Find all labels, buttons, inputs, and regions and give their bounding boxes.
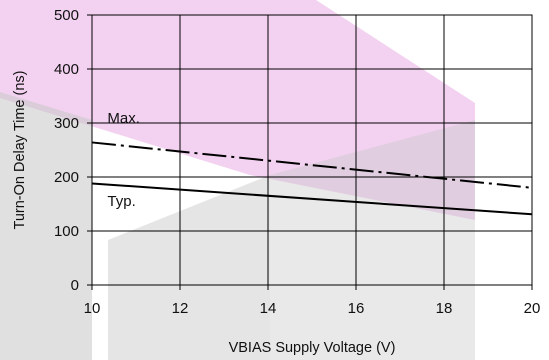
plot-frame — [91, 14, 533, 286]
watermark-gray-band-right — [270, 120, 475, 360]
y-axis-label: Turn-On Delay Time (ns) — [12, 71, 28, 230]
y-tick-label: 200 — [54, 169, 79, 186]
grid — [87, 14, 533, 290]
x-tick-label: 16 — [348, 300, 365, 317]
y-tick-label: 300 — [54, 115, 79, 132]
watermark-gray-band-left — [0, 92, 92, 360]
x-tick-label: 18 — [436, 300, 453, 317]
y-tick-label: 500 — [54, 7, 79, 24]
x-axis-label: VBIAS Supply Voltage (V) — [229, 340, 396, 356]
series-annotation-typ: Typ. — [107, 193, 135, 210]
x-tick-label: 14 — [260, 300, 277, 317]
series-annotation-max: Max. — [107, 110, 140, 127]
x-tick-label: 10 — [84, 300, 101, 317]
y-tick-label: 400 — [54, 61, 79, 78]
watermark-gray-band-middle — [108, 175, 270, 360]
x-tick-label: 12 — [172, 300, 189, 317]
annotations: Max. Typ. — [107, 110, 140, 210]
y-tick-label: 0 — [71, 277, 79, 294]
series-layer — [91, 141, 533, 216]
x-tick-label: 20 — [524, 300, 541, 317]
series-line-typ — [91, 182, 533, 216]
y-tick-label: 100 — [54, 223, 79, 240]
